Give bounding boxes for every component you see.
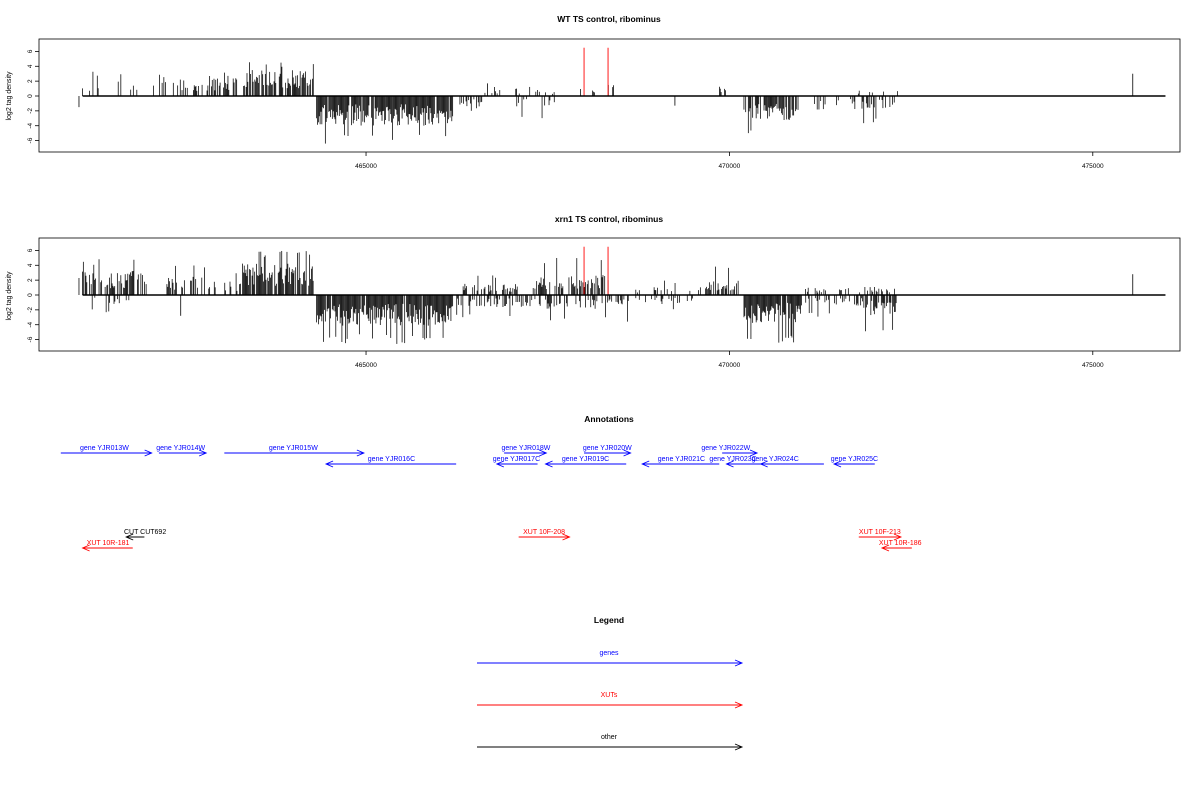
annotation-label: gene YJR016C xyxy=(368,456,415,463)
annotation-label: XUT 10F-213 xyxy=(859,529,901,536)
annotation-gene-yjr013w: gene YJR013W xyxy=(60,445,153,457)
legend-label: XUTs xyxy=(601,692,618,699)
xrn1-y-tick-label: 6 xyxy=(27,248,34,252)
annotation-gene-yjr015w: gene YJR015W xyxy=(224,445,366,457)
xrn1-x-tick-label: 475000 xyxy=(1082,362,1104,369)
annotation-gene-yjr022w: gene YJR022W xyxy=(701,445,759,457)
xrn1-x-tick-label: 465000 xyxy=(355,362,377,369)
annotation-label: gene YJR020W xyxy=(583,445,632,452)
wt-track-title: WT TS control, ribominus xyxy=(557,14,661,24)
annotation-gene-yjr020w: gene YJR020W xyxy=(583,445,632,457)
xrn1-track-panel: xrn1 TS control, ribominus log2 tag dens… xyxy=(6,214,1181,369)
xrn1-track-signal xyxy=(78,250,1134,344)
annotation-label: gene YJR021C xyxy=(658,456,705,463)
annotation-xut-10f-213: XUT 10F-213 xyxy=(858,529,903,541)
annotation-label: XUT 10R-181 xyxy=(87,540,130,547)
annotation-gene-yjr025c: gene YJR025C xyxy=(831,456,878,468)
xrn1-track-x-axis: 465000 470000 475000 xyxy=(355,351,1104,369)
wt-track-red-markers xyxy=(583,47,609,96)
wt-y-tick-label: 0 xyxy=(27,94,34,98)
xrn1-track-title: xrn1 TS control, ribominus xyxy=(555,214,663,224)
legend-item-genes: genes xyxy=(477,650,744,667)
annotation-gene-yjr017c: gene YJR017C xyxy=(493,456,540,468)
annotation-label: CUT CUT692 xyxy=(124,529,166,536)
annotation-label: gene YJR014W xyxy=(156,445,205,452)
annotation-gene-yjr018w: gene YJR018W xyxy=(501,445,551,457)
wt-y-tick-label: -6 xyxy=(27,137,34,143)
annotation-label: gene YJR019C xyxy=(562,456,609,463)
wt-y-tick-label: -4 xyxy=(27,122,34,128)
annotations-title: Annotations xyxy=(584,414,634,424)
xrn1-track-red-markers xyxy=(583,246,609,295)
legend-entries: genes XUTs other xyxy=(477,650,744,751)
annotation-gene-yjr023c: gene YJR023C xyxy=(709,456,761,468)
annotation-xut-10r-186: XUT 10R-186 xyxy=(879,540,922,552)
wt-track-panel: WT TS control, ribominus log2 tag densit… xyxy=(6,14,1181,170)
annotation-label: gene YJR013W xyxy=(80,445,129,452)
wt-y-tick-label: 2 xyxy=(27,79,34,83)
annotation-label: gene YJR024C xyxy=(752,456,799,463)
annotation-label: gene YJR018W xyxy=(501,445,550,452)
xrn1-track-plot-frame xyxy=(38,237,1181,352)
annotation-gene-yjr024c: gene YJR024C xyxy=(752,456,824,468)
annotation-label: gene YJR015W xyxy=(269,445,318,452)
annotation-label: XUT 10R-186 xyxy=(879,540,922,547)
annotation-label: XUT 10F-208 xyxy=(523,529,565,536)
annotation-gene-yjr021c: gene YJR021C xyxy=(641,456,720,468)
wt-x-tick-label: 475000 xyxy=(1082,163,1104,170)
annotation-label: gene YJR023C xyxy=(709,456,756,463)
xrn1-x-tick-label: 470000 xyxy=(719,362,741,369)
wt-y-tick-label: 6 xyxy=(27,49,34,53)
legend-panel: Legend genes XUTs other xyxy=(477,615,744,751)
xrn1-y-tick-label: -6 xyxy=(27,336,34,342)
annotation-features: gene YJR013W gene YJR014W gene YJR015W gene… xyxy=(60,445,922,552)
annotation-label: gene YJR022W xyxy=(701,445,750,452)
wt-track-plot-frame xyxy=(38,38,1181,153)
xrn1-y-tick-label: 4 xyxy=(27,263,34,267)
xrn1-track-y-axis: 6 4 2 0 -2 -4 -6 xyxy=(27,248,39,342)
wt-track-signal xyxy=(78,62,1134,144)
xrn1-y-tick-label: 2 xyxy=(27,278,34,282)
legend-item-xuts: XUTs xyxy=(477,692,744,709)
annotation-xut-10f-208: XUT 10F-208 xyxy=(518,529,571,541)
legend-item-other: other xyxy=(477,734,744,751)
xrn1-y-tick-label: 0 xyxy=(27,293,34,297)
xrn1-track-y-label: log2 tag density xyxy=(6,271,13,321)
legend-label: other xyxy=(601,734,618,741)
wt-x-tick-label: 465000 xyxy=(355,163,377,170)
annotation-cut-cut692: CUT CUT692 xyxy=(124,529,166,541)
wt-x-tick-label: 470000 xyxy=(719,163,741,170)
annotations-panel: Annotations gene YJR013W gene YJR014W gene… xyxy=(60,414,922,552)
legend-title: Legend xyxy=(594,615,624,625)
wt-y-tick-label: 4 xyxy=(27,64,34,68)
wt-y-tick-label: -2 xyxy=(27,108,34,114)
annotation-gene-yjr016c: gene YJR016C xyxy=(324,456,457,468)
annotation-gene-yjr019c: gene YJR019C xyxy=(544,456,627,468)
annotation-gene-yjr014w: gene YJR014W xyxy=(156,445,208,457)
wt-track-x-axis: 465000 470000 475000 xyxy=(355,152,1104,170)
wt-track-y-label: log2 tag density xyxy=(6,71,13,121)
wt-track-y-axis: 6 4 2 0 -2 -4 -6 xyxy=(27,49,39,143)
annotation-label: gene YJR025C xyxy=(831,456,878,463)
xrn1-y-tick-label: -4 xyxy=(27,321,34,327)
legend-label: genes xyxy=(599,650,619,657)
xrn1-y-tick-label: -2 xyxy=(27,307,34,313)
annotation-xut-10r-181: XUT 10R-181 xyxy=(81,540,133,552)
annotation-label: gene YJR017C xyxy=(493,456,540,463)
